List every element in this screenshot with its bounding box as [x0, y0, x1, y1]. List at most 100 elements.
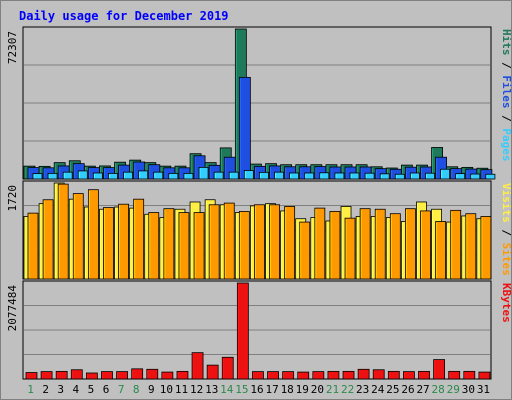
- bar-pages-day-17: [274, 171, 284, 180]
- bar-sites-day-22: [344, 217, 356, 280]
- bar-pages-day-20: [319, 172, 330, 180]
- x-tick-label-17: 17: [265, 383, 278, 396]
- bar-sites-day-27: [420, 210, 431, 280]
- bar-pages-day-7: [123, 171, 133, 180]
- legend-separator: /: [500, 223, 511, 243]
- side-legend: Visits / Sites: [500, 183, 511, 276]
- bar-sites-day-3: [57, 183, 69, 280]
- bar-kbytes-day-31: [478, 371, 491, 380]
- bar-kbytes-day-21: [327, 370, 340, 380]
- bar-sites-day-1: [27, 212, 39, 280]
- bar-pages-day-25: [394, 173, 405, 180]
- x-tick-label-16: 16: [250, 383, 263, 396]
- bar-pages-day-10: [168, 172, 179, 180]
- legend-separator: /: [500, 109, 511, 129]
- bar-kbytes-day-9: [146, 368, 159, 380]
- legend-visits: Visits: [500, 183, 511, 223]
- legend-files: Files: [500, 75, 511, 108]
- x-tick-label-29: 29: [447, 383, 460, 396]
- x-tick-label-3: 3: [57, 383, 64, 396]
- bar-sites-day-21: [329, 211, 341, 280]
- side-legend: KBytes: [500, 283, 511, 323]
- legend-hits: Hits: [500, 29, 511, 56]
- bar-sites-day-13: [208, 204, 220, 280]
- x-tick-label-24: 24: [371, 383, 385, 396]
- x-tick-label-7: 7: [118, 383, 125, 396]
- page-title: Daily usage for December 2019: [19, 9, 229, 23]
- bar-sites-day-8: [133, 198, 145, 280]
- bar-pages-day-22: [349, 172, 360, 180]
- x-tick-label-30: 30: [462, 383, 475, 396]
- bar-kbytes-day-30: [463, 370, 476, 380]
- x-tick-label-22: 22: [341, 383, 354, 396]
- bar-kbytes-day-27: [418, 370, 430, 380]
- x-tick-label-4: 4: [73, 383, 80, 396]
- bar-pages-day-21: [334, 172, 345, 180]
- bar-pages-day-23: [364, 172, 375, 180]
- x-tick-label-27: 27: [416, 383, 429, 396]
- bar-pages-day-29: [455, 173, 466, 180]
- x-tick-label-11: 11: [175, 383, 188, 396]
- x-tick-label-19: 19: [296, 383, 309, 396]
- bar-kbytes-day-25: [387, 370, 400, 380]
- bar-sites-day-16: [254, 204, 265, 280]
- bar-kbytes-day-29: [448, 370, 461, 380]
- x-tick-label-14: 14: [220, 383, 234, 396]
- bar-sites-day-9: [148, 212, 160, 280]
- bar-pages-day-24: [379, 173, 390, 180]
- bar-sites-day-6: [103, 207, 114, 280]
- bar-sites-day-20: [314, 207, 326, 280]
- bar-kbytes-day-16: [252, 371, 264, 380]
- bar-pages-day-12: [198, 166, 209, 180]
- bar-sites-day-26: [405, 208, 416, 280]
- bar-pages-day-13: [213, 171, 224, 180]
- bar-pages-day-30: [470, 173, 481, 180]
- bar-kbytes-day-17: [267, 371, 279, 380]
- legend-separator: /: [500, 56, 511, 76]
- bar-kbytes-day-15: [236, 282, 249, 380]
- x-tick-label-25: 25: [386, 383, 399, 396]
- bar-sites-day-14: [223, 202, 235, 280]
- bar-kbytes-day-13: [206, 364, 219, 380]
- bar-pages-day-11: [183, 172, 194, 180]
- legend-sites: Sites: [500, 243, 511, 276]
- x-tick-label-31: 31: [477, 383, 490, 396]
- x-tick-label-26: 26: [401, 383, 414, 396]
- bar-kbytes-day-18: [282, 371, 295, 380]
- bar-sites-day-24: [374, 208, 386, 280]
- legend-kbytes: KBytes: [500, 283, 511, 323]
- bar-pages-day-26: [410, 172, 420, 180]
- bar-kbytes-day-22: [342, 370, 355, 380]
- bar-sites-day-12: [193, 212, 205, 280]
- bar-pages-day-8: [138, 170, 149, 180]
- bar-kbytes-day-7: [116, 371, 128, 380]
- bar-kbytes-day-10: [161, 371, 174, 380]
- x-tick-label-21: 21: [326, 383, 339, 396]
- bar-kbytes-day-24: [372, 369, 385, 380]
- bar-kbytes-day-14: [221, 356, 234, 380]
- bar-kbytes-day-6: [101, 371, 113, 380]
- bar-sites-day-7: [118, 203, 129, 280]
- bar-sites-day-19: [299, 221, 311, 280]
- x-tick-label-9: 9: [148, 383, 155, 396]
- bar-sites-day-2: [42, 199, 54, 280]
- bar-pages-day-19: [304, 172, 315, 180]
- bar-pages-day-31: [485, 173, 496, 180]
- bar-pages-day-16: [259, 171, 269, 180]
- x-tick-label-5: 5: [88, 383, 95, 396]
- bar-pages-day-2: [47, 172, 58, 180]
- y-max-label: 72307: [6, 31, 19, 64]
- bar-kbytes-day-12: [191, 352, 204, 380]
- bar-kbytes-day-2: [40, 371, 53, 380]
- bar-sites-day-23: [359, 208, 371, 280]
- x-tick-label-28: 28: [432, 383, 445, 396]
- bar-kbytes-day-5: [85, 372, 98, 380]
- bar-kbytes-day-19: [297, 371, 310, 380]
- bar-kbytes-day-26: [403, 371, 415, 380]
- bar-kbytes-day-11: [176, 370, 189, 380]
- bar-pages-day-1: [32, 173, 43, 180]
- x-tick-label-10: 10: [160, 383, 173, 396]
- x-tick-label-23: 23: [356, 383, 369, 396]
